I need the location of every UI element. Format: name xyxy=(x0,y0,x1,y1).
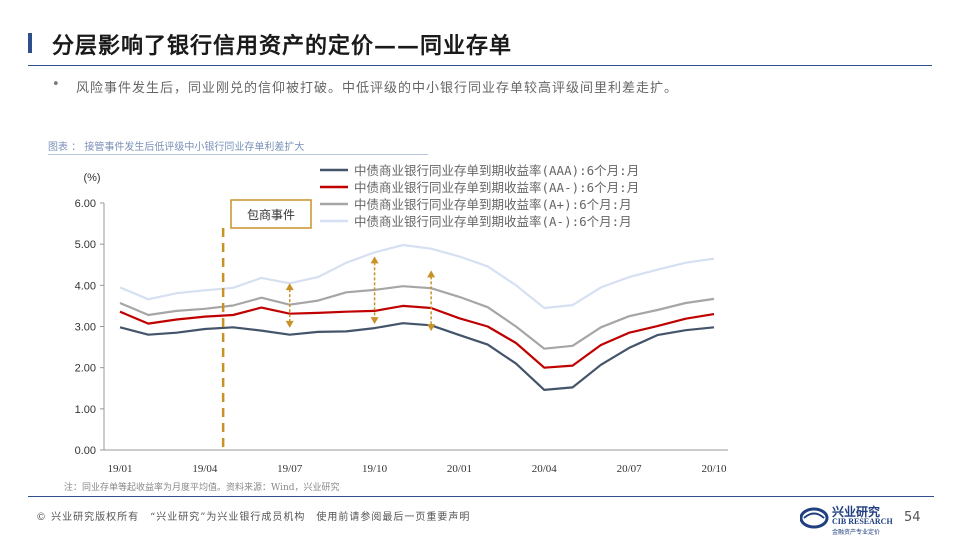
x-tick-label: 19/01 xyxy=(107,463,132,475)
logo-text-sub: 金融资产专业定价 xyxy=(832,529,881,536)
logo-text-cn: 兴业研究 xyxy=(832,505,881,519)
y-tick-label: 3.00 xyxy=(75,322,96,334)
spread-arrow-head-down xyxy=(427,324,436,332)
y-tick-label: 1.00 xyxy=(75,404,96,416)
series-line-1 xyxy=(119,322,715,391)
x-tick-label: 19/07 xyxy=(277,463,303,475)
y-tick-label: 4.00 xyxy=(75,280,96,292)
legend-label-2: 中债商业银行同业存单到期收益率(AA-):6个月:月 xyxy=(354,180,639,195)
legend-label-3: 中债商业银行同业存单到期收益率(A+):6个月:月 xyxy=(354,197,632,212)
x-tick-label: 19/10 xyxy=(362,463,388,475)
title-accent-bar xyxy=(28,33,32,53)
spread-arrow-head-down xyxy=(370,317,379,325)
x-tick-label: 20/07 xyxy=(617,463,643,475)
spread-arrow-head-up xyxy=(285,283,294,291)
series-line-3 xyxy=(119,285,715,350)
y-tick-label: 5.00 xyxy=(75,239,96,251)
title-divider xyxy=(28,65,932,66)
series-line-2 xyxy=(119,304,715,369)
y-tick-label: 6.00 xyxy=(75,198,96,210)
x-tick-label: 20/01 xyxy=(447,463,472,475)
spread-arrow-head-down xyxy=(285,320,294,328)
event-marker-label: 包商事件 xyxy=(247,207,295,222)
figure-caption-divider xyxy=(48,154,428,155)
cib-logo-icon xyxy=(800,507,829,529)
series-line-4 xyxy=(119,243,715,310)
footer-text: © 兴业研究版权所有 “兴业研究”为兴业银行成员机构 使用前请参阅最后一页重要声… xyxy=(36,512,471,523)
page-number: 54 xyxy=(904,510,921,525)
legend-label-1: 中债商业银行同业存单到期收益率(AAA):6个月:月 xyxy=(354,163,639,178)
footer-divider xyxy=(28,496,934,497)
spread-arrow-head-up xyxy=(427,270,436,278)
y-tick-label: 0.00 xyxy=(75,445,96,457)
bullet-marker: • xyxy=(52,77,60,92)
x-tick-label: 19/04 xyxy=(192,463,218,475)
figure-caption: 图表 ： 接管事件发生后低评级中小银行同业存单利差扩大 xyxy=(48,142,305,153)
slide-title: 分层影响了银行信用资产的定价——同业存单 xyxy=(52,33,513,59)
event-marker-box xyxy=(230,199,312,229)
x-tick-label: 20/10 xyxy=(701,463,727,475)
legend-label-4: 中债商业银行同业存单到期收益率(A-):6个月:月 xyxy=(354,214,632,229)
y-tick-label: 2.00 xyxy=(75,363,96,375)
spread-arrow-head-up xyxy=(370,256,379,264)
logo-text-en: CIB RESEARCH xyxy=(832,517,893,526)
source-note: 注：同业存单等起收益率为月度平均值。资料来源：Wind，兴业研究 xyxy=(64,483,340,493)
y-unit-label: (%) xyxy=(83,172,100,184)
x-tick-label: 20/04 xyxy=(532,463,558,475)
bullet-text: 风险事件发生后，同业刚兑的信仰被打破。中低评级的中小银行同业存单较高评级间里利差… xyxy=(76,81,679,96)
